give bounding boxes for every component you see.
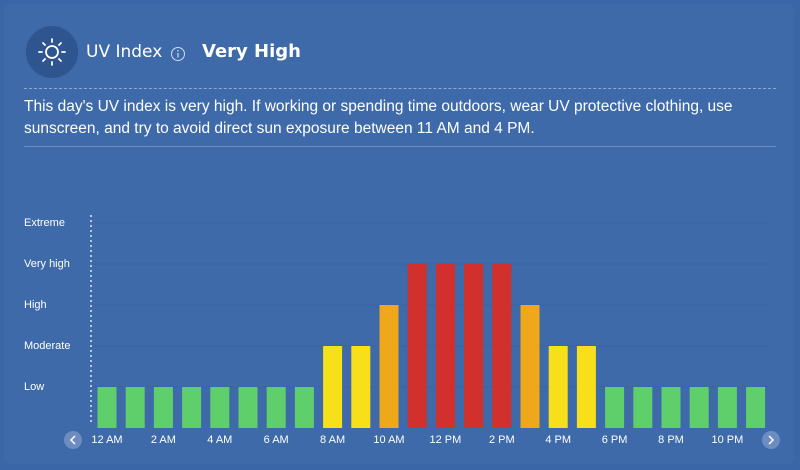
y-tick-label: Moderate bbox=[24, 340, 70, 352]
bar bbox=[548, 346, 568, 428]
bar bbox=[689, 387, 709, 428]
x-tick-label: 4 AM bbox=[207, 434, 232, 446]
x-tick-label: 2 PM bbox=[489, 434, 515, 446]
bar bbox=[153, 387, 173, 428]
bar bbox=[576, 346, 596, 428]
bar bbox=[294, 387, 314, 428]
bar bbox=[125, 387, 145, 428]
bar bbox=[746, 387, 766, 428]
bar bbox=[351, 346, 371, 428]
bar bbox=[492, 264, 512, 428]
next-button[interactable] bbox=[762, 431, 780, 449]
bar bbox=[633, 387, 653, 428]
x-tick-label: 8 PM bbox=[658, 434, 684, 446]
x-tick-label: 6 AM bbox=[264, 434, 289, 446]
bar bbox=[182, 387, 202, 428]
x-tick-label: 10 PM bbox=[712, 434, 744, 446]
bar bbox=[717, 387, 737, 428]
y-tick-label: Very high bbox=[24, 258, 70, 270]
bar bbox=[605, 387, 625, 428]
bar bbox=[266, 387, 286, 428]
bar bbox=[238, 387, 258, 428]
x-tick-label: 12 PM bbox=[430, 434, 462, 446]
bar bbox=[520, 305, 540, 428]
y-tick-label: Extreme bbox=[24, 217, 65, 229]
description: This day's UV index is very high. If wor… bbox=[24, 98, 733, 137]
bar bbox=[464, 264, 484, 428]
y-tick-label: High bbox=[24, 299, 47, 311]
separator bbox=[24, 88, 776, 89]
bar bbox=[379, 305, 399, 428]
bar bbox=[661, 387, 681, 428]
bar bbox=[435, 264, 455, 428]
bar bbox=[407, 264, 427, 428]
x-tick-label: 12 AM bbox=[91, 434, 122, 446]
info-icon[interactable] bbox=[170, 46, 186, 62]
separator bbox=[24, 146, 776, 147]
x-tick-label: 6 PM bbox=[602, 434, 628, 446]
uv-level: Very High bbox=[202, 41, 301, 62]
y-tick-label: Low bbox=[24, 381, 44, 393]
bar bbox=[210, 387, 230, 428]
widget-title: UV Index bbox=[86, 42, 163, 62]
sun-icon bbox=[26, 26, 78, 78]
prev-button[interactable] bbox=[64, 431, 82, 449]
x-tick-label: 8 AM bbox=[320, 434, 345, 446]
x-tick-label: 4 PM bbox=[545, 434, 571, 446]
bar bbox=[323, 346, 343, 428]
x-tick-label: 10 AM bbox=[373, 434, 404, 446]
x-tick-label: 2 AM bbox=[151, 434, 176, 446]
bar bbox=[97, 387, 117, 428]
